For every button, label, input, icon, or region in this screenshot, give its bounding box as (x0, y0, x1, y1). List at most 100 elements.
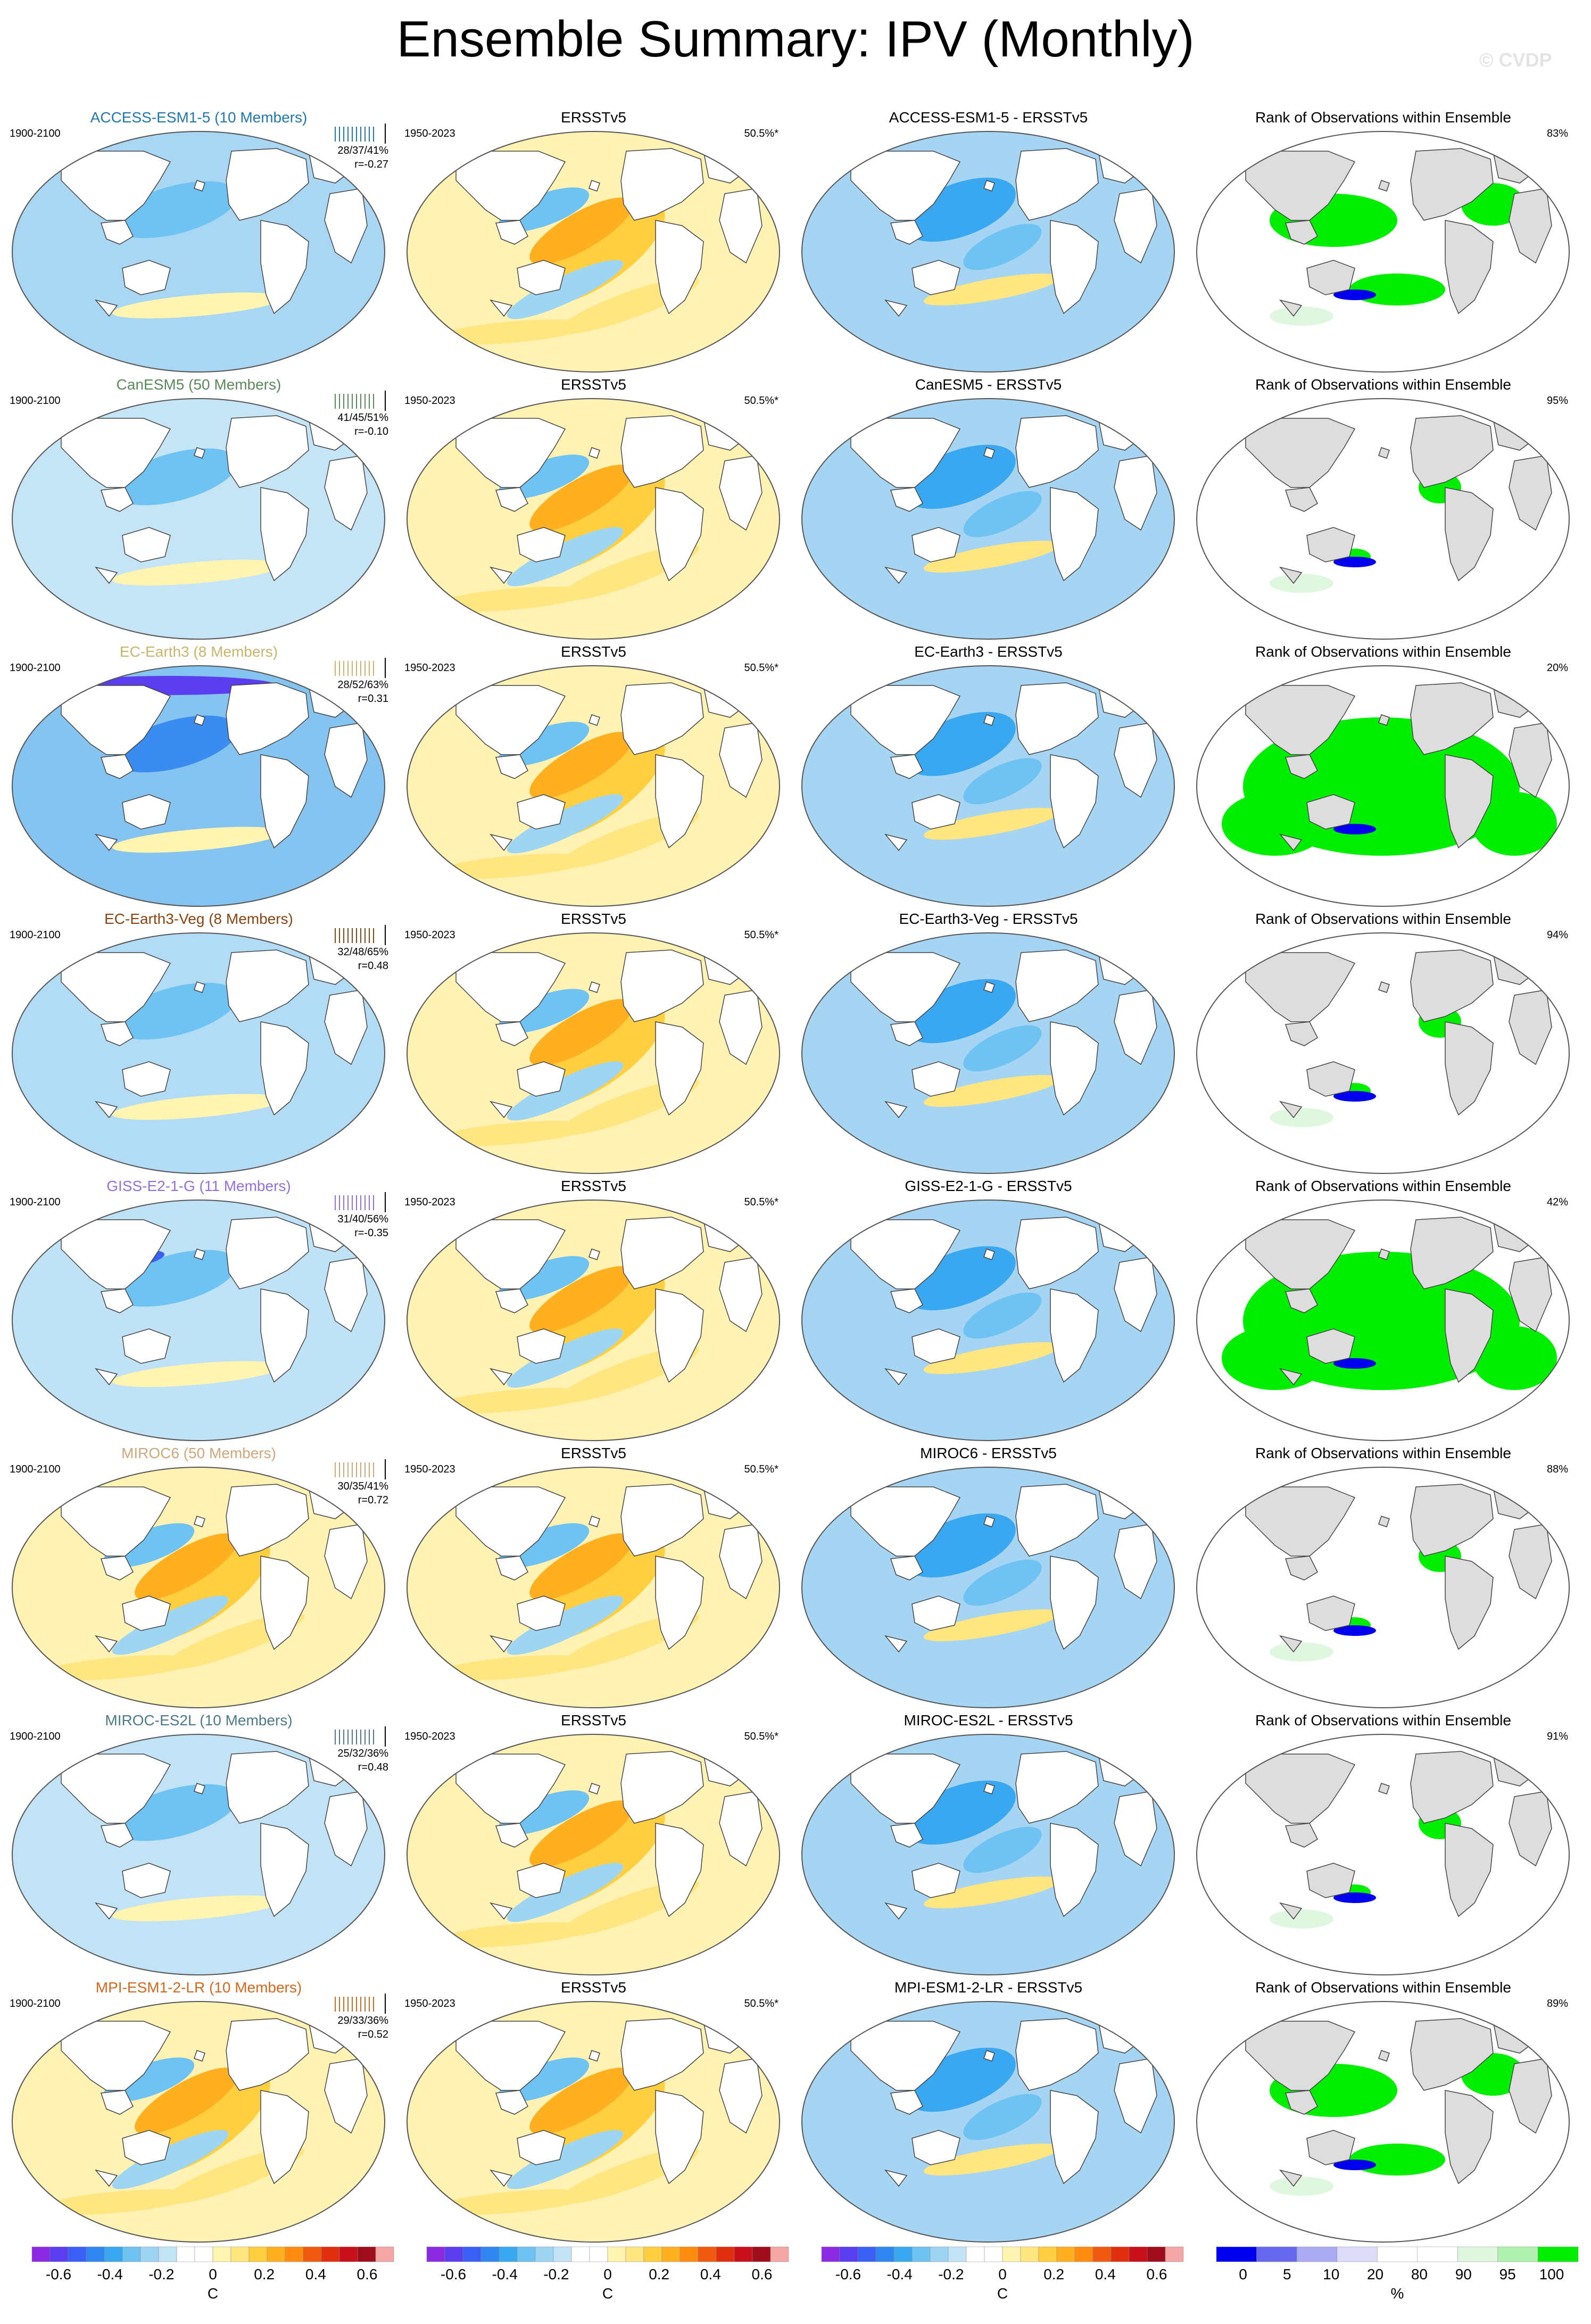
land-outline (517, 260, 566, 295)
land-outline (1098, 682, 1147, 718)
colorbar-swatch (104, 2246, 123, 2262)
model-stats-pct: 32/48/65% (337, 946, 388, 958)
obs-period: 1950-2023 (404, 395, 455, 407)
land-outline (890, 1288, 923, 1313)
model-panel: MIROC-ES2L (10 Members) 1900-2100 25/32/36… (0, 1709, 397, 1976)
sst-anomaly-region (112, 1094, 282, 1120)
land-outline (911, 527, 960, 563)
sst-map (407, 131, 780, 373)
land-outline (122, 2130, 171, 2165)
land-outline (260, 487, 309, 582)
colorbar-swatch (698, 2246, 717, 2262)
colorbar-tick-label: 20 (1366, 2266, 1384, 2282)
obs-pct: 50.5%* (744, 1196, 779, 1208)
land-outline (1279, 566, 1303, 584)
land-outline (94, 566, 118, 584)
model-label: MIROC-ES2L (10 Members) (105, 1712, 293, 1728)
land-outline (61, 2021, 171, 2091)
land-outline (703, 148, 752, 184)
sst-anomaly-region (1333, 824, 1376, 834)
obs-title: ERSSTv5 (561, 109, 626, 126)
sst-anomaly-region (529, 1266, 633, 1333)
sst-anomaly-region (1472, 792, 1557, 856)
colorbar-swatch (68, 2246, 87, 2262)
sst-anomaly-region (1333, 1892, 1376, 1903)
model-stats: 28/52/63% r=0.31 (303, 678, 388, 706)
sst-map (407, 1467, 780, 1708)
colorbar-swatch (1056, 2246, 1075, 2262)
colorbar-swatch (1002, 2246, 1021, 2262)
model-stats: 28/37/41% r=-0.27 (303, 144, 388, 171)
land-outline (1445, 1823, 1494, 1917)
obs-period: 1950-2023 (404, 128, 455, 139)
land-outline (260, 1288, 309, 1383)
obs-pct: 50.5%* (744, 395, 779, 407)
land-outline (890, 487, 923, 512)
obs-period: 1950-2023 (404, 1731, 455, 1742)
sst-anomaly-region (507, 260, 624, 319)
model-panel: GISS-E2-1-G (11 Members) 1900-2100 31/40/5… (0, 1175, 397, 1442)
rank-panel: Rank of Observations within Ensemble 91% (1184, 1709, 1582, 1976)
ensemble-rug (335, 1994, 386, 2014)
sst-anomaly-region (432, 1922, 592, 1948)
rank-map (1196, 1734, 1570, 1975)
sst-map (407, 1734, 780, 1975)
land-outline (1378, 1516, 1390, 1527)
sst-anomaly-region (529, 2067, 633, 2135)
rank-title: Rank of Observations within Ensemble (1255, 376, 1511, 393)
land-outline (455, 2021, 566, 2091)
colorbar-tick-label: 100 (1539, 2266, 1564, 2282)
land-outline (1285, 2090, 1318, 2115)
land-outline (1410, 1484, 1494, 1557)
land-outline (1378, 1783, 1390, 1794)
sst-map (12, 665, 385, 907)
land-outline (100, 1021, 134, 1046)
land-outline (489, 566, 513, 584)
obs-period: 1950-2023 (404, 929, 455, 941)
model-period: 1900-2100 (10, 128, 61, 139)
land-outline (703, 415, 752, 451)
land-outline (655, 754, 704, 849)
sst-anomaly-region (1333, 1091, 1376, 1102)
land-outline (61, 151, 171, 221)
sst-anomaly-region (923, 1342, 1060, 1374)
rank-panel: Rank of Observations within Ensemble 83% (1184, 106, 1582, 374)
colorbar-swatch (1165, 2246, 1184, 2262)
sst-anomaly-region (1270, 1108, 1333, 1127)
colorbar-swatch (1296, 2246, 1337, 2262)
land-outline (1098, 1484, 1147, 1519)
land-outline (703, 949, 752, 985)
land-outline (1493, 949, 1542, 985)
sst-anomaly-region (498, 989, 590, 1033)
land-outline (1285, 220, 1318, 245)
land-outline (1410, 682, 1494, 755)
model-panel: EC-Earth3-Veg (8 Members) 1900-2100 32/48/… (0, 908, 397, 1175)
model-panel: MIROC6 (50 Members) 1900-2100 30/35/41% r=0… (0, 1442, 397, 1709)
land-outline (122, 1863, 171, 1898)
colorbar-swatch (734, 2246, 753, 2262)
sst-map (801, 398, 1175, 640)
obs-panel: ERSSTv5 1950-2023 50.5%* (395, 641, 792, 908)
colorbar-swatch (212, 2246, 231, 2262)
colorbar-swatch (158, 2246, 177, 2262)
land-outline (983, 714, 995, 726)
ensemble-rug (335, 1459, 386, 1479)
sst-map (801, 2001, 1175, 2243)
colorbar-swatch (194, 2246, 213, 2262)
sst-anomaly-region (1270, 307, 1333, 326)
land-outline (1285, 754, 1318, 779)
land-outline (1285, 1288, 1318, 1313)
colorbar-swatch (1417, 2246, 1458, 2262)
land-outline (1015, 1751, 1099, 1824)
land-outline (226, 415, 309, 488)
land-outline (589, 180, 600, 192)
land-outline (655, 2090, 704, 2185)
land-outline (1445, 1288, 1494, 1383)
sst-anomaly-region (498, 1790, 590, 1835)
land-outline (911, 1328, 960, 1364)
land-outline (1306, 1863, 1355, 1898)
rank-map (1196, 2001, 1570, 2243)
land-outline (1279, 2169, 1303, 2187)
colorbar-swatch (517, 2246, 536, 2262)
land-outline (1445, 487, 1494, 582)
